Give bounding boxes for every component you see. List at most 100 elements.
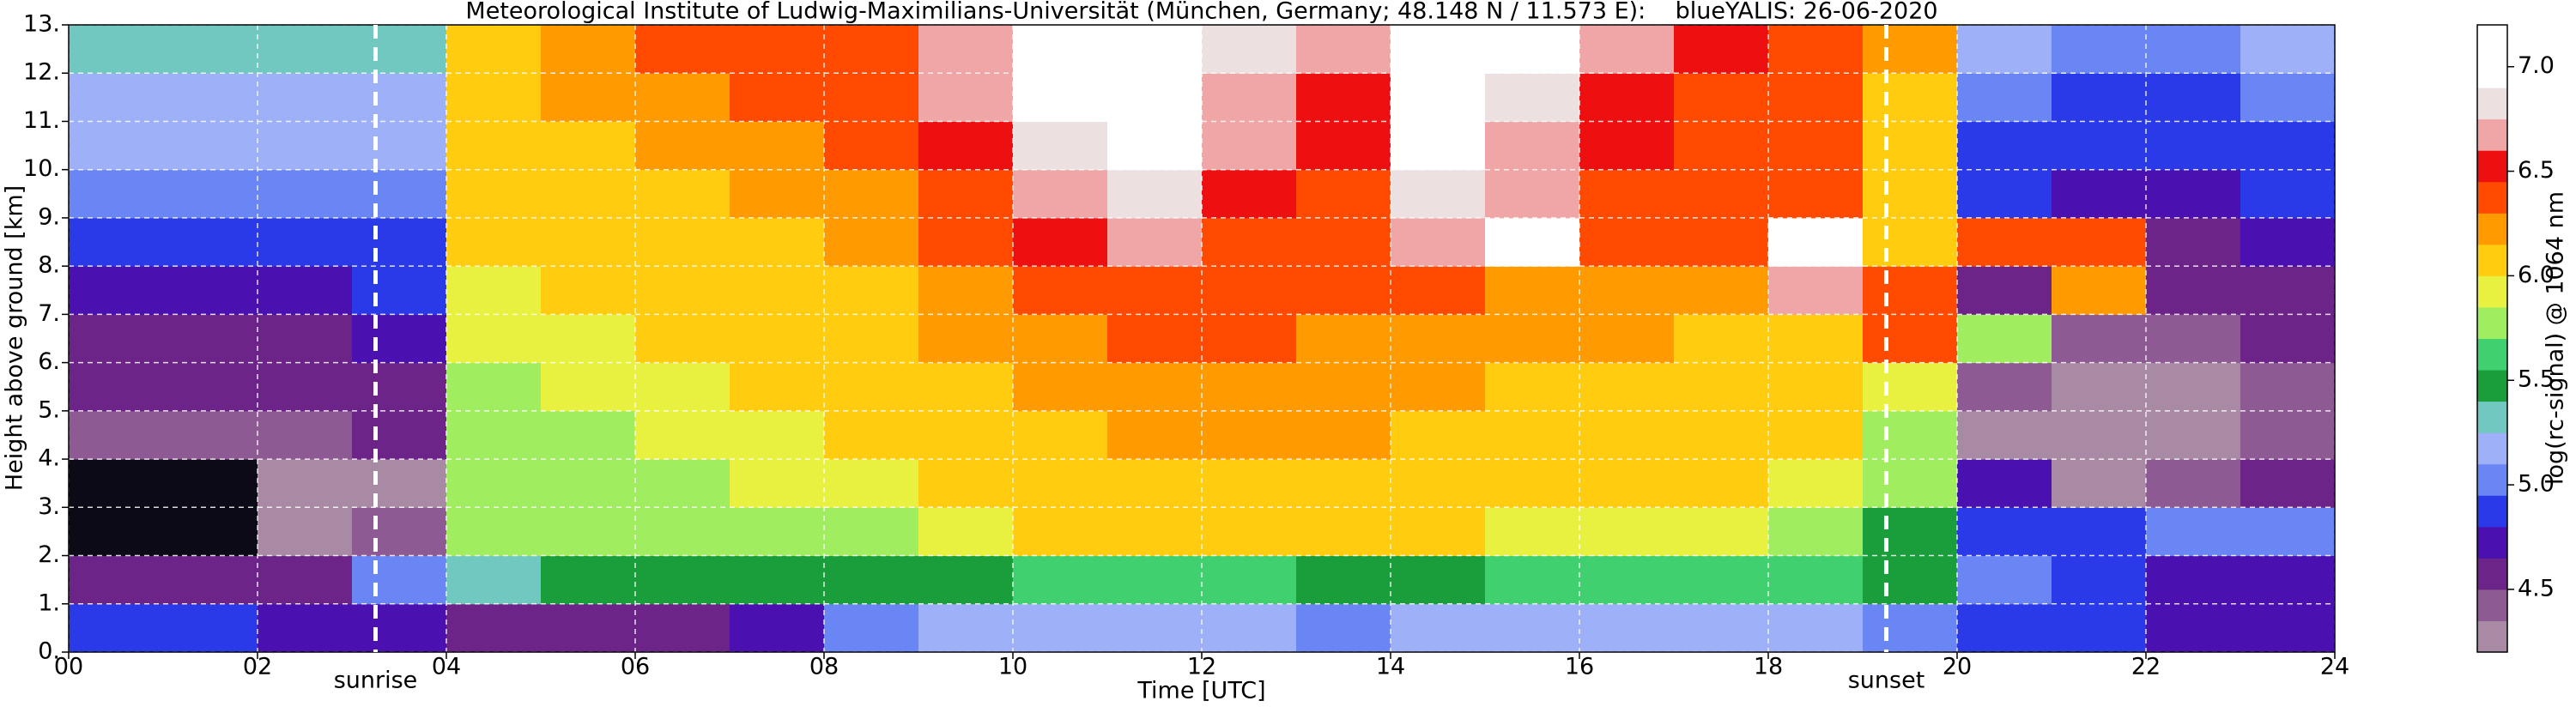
colorbar-band — [2477, 370, 2507, 402]
heatmap-cell — [1391, 459, 1486, 508]
heatmap-cell — [824, 603, 919, 653]
heatmap-cell — [635, 410, 730, 460]
colorbar-band — [2477, 495, 2507, 528]
y-tick-label: 12. — [23, 59, 60, 86]
heatmap-cell — [1485, 217, 1580, 267]
heatmap-cell — [1863, 362, 1958, 412]
heatmap-cell — [258, 555, 353, 605]
colorbar-band — [2477, 88, 2507, 120]
heatmap-cell — [258, 314, 353, 364]
heatmap-cell — [541, 266, 636, 315]
heatmap-cell — [69, 507, 164, 557]
heatmap-cell — [2146, 555, 2241, 605]
heatmap-cell — [2146, 507, 2241, 557]
heatmap-cell — [2146, 362, 2241, 412]
heatmap-cell — [163, 73, 258, 122]
heatmap-cell — [2146, 603, 2241, 653]
heatmap-cell — [1579, 266, 1675, 315]
colorbar-band — [2477, 463, 2507, 496]
heatmap-cell — [258, 169, 353, 219]
x-tick-label: 06 — [621, 654, 650, 680]
heatmap-cell — [730, 25, 825, 74]
heatmap-cell — [918, 25, 1014, 74]
colorbar-tick-label: 5.5 — [2518, 366, 2555, 393]
heatmap-cell — [258, 507, 353, 557]
heatmap-cell — [918, 603, 1014, 653]
heatmap-cell — [1296, 217, 1391, 267]
x-tick-label: 00 — [54, 654, 83, 680]
y-tick-label: 13. — [23, 11, 60, 38]
colorbar-band — [2477, 526, 2507, 559]
heatmap-cell — [1013, 507, 1108, 557]
heatmap-cell — [1202, 555, 1297, 605]
heatmap-cell — [1013, 266, 1108, 315]
heatmap-cell — [352, 362, 447, 412]
heatmap-cell — [1579, 603, 1675, 653]
heatmap-cell — [1863, 169, 1958, 219]
y-tick-label: 6. — [38, 348, 60, 375]
heatmap-cell — [918, 555, 1014, 605]
heatmap-cell — [1296, 121, 1391, 171]
heatmap-cell — [1863, 410, 1958, 460]
colorbar-tick-label: 4.5 — [2518, 575, 2555, 601]
heatmap-cell — [1013, 73, 1108, 122]
heatmap-cell — [258, 362, 353, 412]
heatmap-cell — [2240, 73, 2336, 122]
heatmap-cell — [541, 121, 636, 171]
x-tick-label: 14 — [1376, 654, 1405, 680]
heatmap-cell — [1202, 266, 1297, 315]
heatmap-cell — [352, 314, 447, 364]
heatmap-cell — [1768, 217, 1864, 267]
heatmap-cell — [730, 555, 825, 605]
heatmap-cell — [2146, 25, 2241, 74]
heatmap-cell — [918, 459, 1014, 508]
heatmap-cell — [1579, 507, 1675, 557]
heatmap-cell — [1202, 25, 1297, 74]
heatmap-cell — [918, 362, 1014, 412]
heatmap-cell — [1107, 410, 1203, 460]
heatmap-cell — [1391, 121, 1486, 171]
heatmap-cell — [1957, 459, 2052, 508]
y-tick-label: 5. — [38, 396, 60, 423]
heatmap-cell — [1391, 73, 1486, 122]
heatmap-cell — [2146, 217, 2241, 267]
heatmap-cell — [635, 459, 730, 508]
heatmap-cell — [258, 410, 353, 460]
heatmap-cell — [1485, 25, 1580, 74]
x-tick-label: 16 — [1565, 654, 1594, 680]
heatmap-cell — [1863, 555, 1958, 605]
heatmap-cell — [2240, 555, 2336, 605]
heatmap-cell — [1863, 266, 1958, 315]
heatmap-cell — [541, 25, 636, 74]
heatmap-cell — [1957, 603, 2052, 653]
heatmap-cell — [1768, 555, 1864, 605]
heatmap-cell — [918, 121, 1014, 171]
heatmap-cell — [1485, 169, 1580, 219]
heatmap-cell — [541, 314, 636, 364]
heatmap-cell — [1485, 603, 1580, 653]
heatmap-cell — [1579, 217, 1675, 267]
heatmap-cell — [446, 266, 542, 315]
heatmap-cell — [2146, 410, 2241, 460]
heatmap-cell — [163, 25, 258, 74]
heatmap-cell — [1957, 169, 2052, 219]
heatmap-cell — [258, 217, 353, 267]
heatmap-cell — [1013, 603, 1108, 653]
y-tick-label: 11. — [23, 107, 60, 134]
heatmap-cell — [163, 507, 258, 557]
heatmap-cell — [1674, 362, 1769, 412]
heatmap-cell — [730, 410, 825, 460]
heatmap-cell — [69, 169, 164, 219]
heatmap-cell — [2240, 266, 2336, 315]
heatmap-cell — [2052, 410, 2147, 460]
heatmap-cell — [1107, 603, 1203, 653]
colorbar-tick-label: 6.0 — [2518, 262, 2555, 288]
heatmap-cell — [1768, 314, 1864, 364]
heatmap-cell — [2146, 314, 2241, 364]
heatmap-cell — [824, 121, 919, 171]
heatmap-cell — [541, 459, 636, 508]
heatmap-cell — [1202, 410, 1297, 460]
heatmap-cell — [1391, 217, 1486, 267]
heatmap-cell — [1013, 555, 1108, 605]
heatmap-cell — [1957, 507, 2052, 557]
